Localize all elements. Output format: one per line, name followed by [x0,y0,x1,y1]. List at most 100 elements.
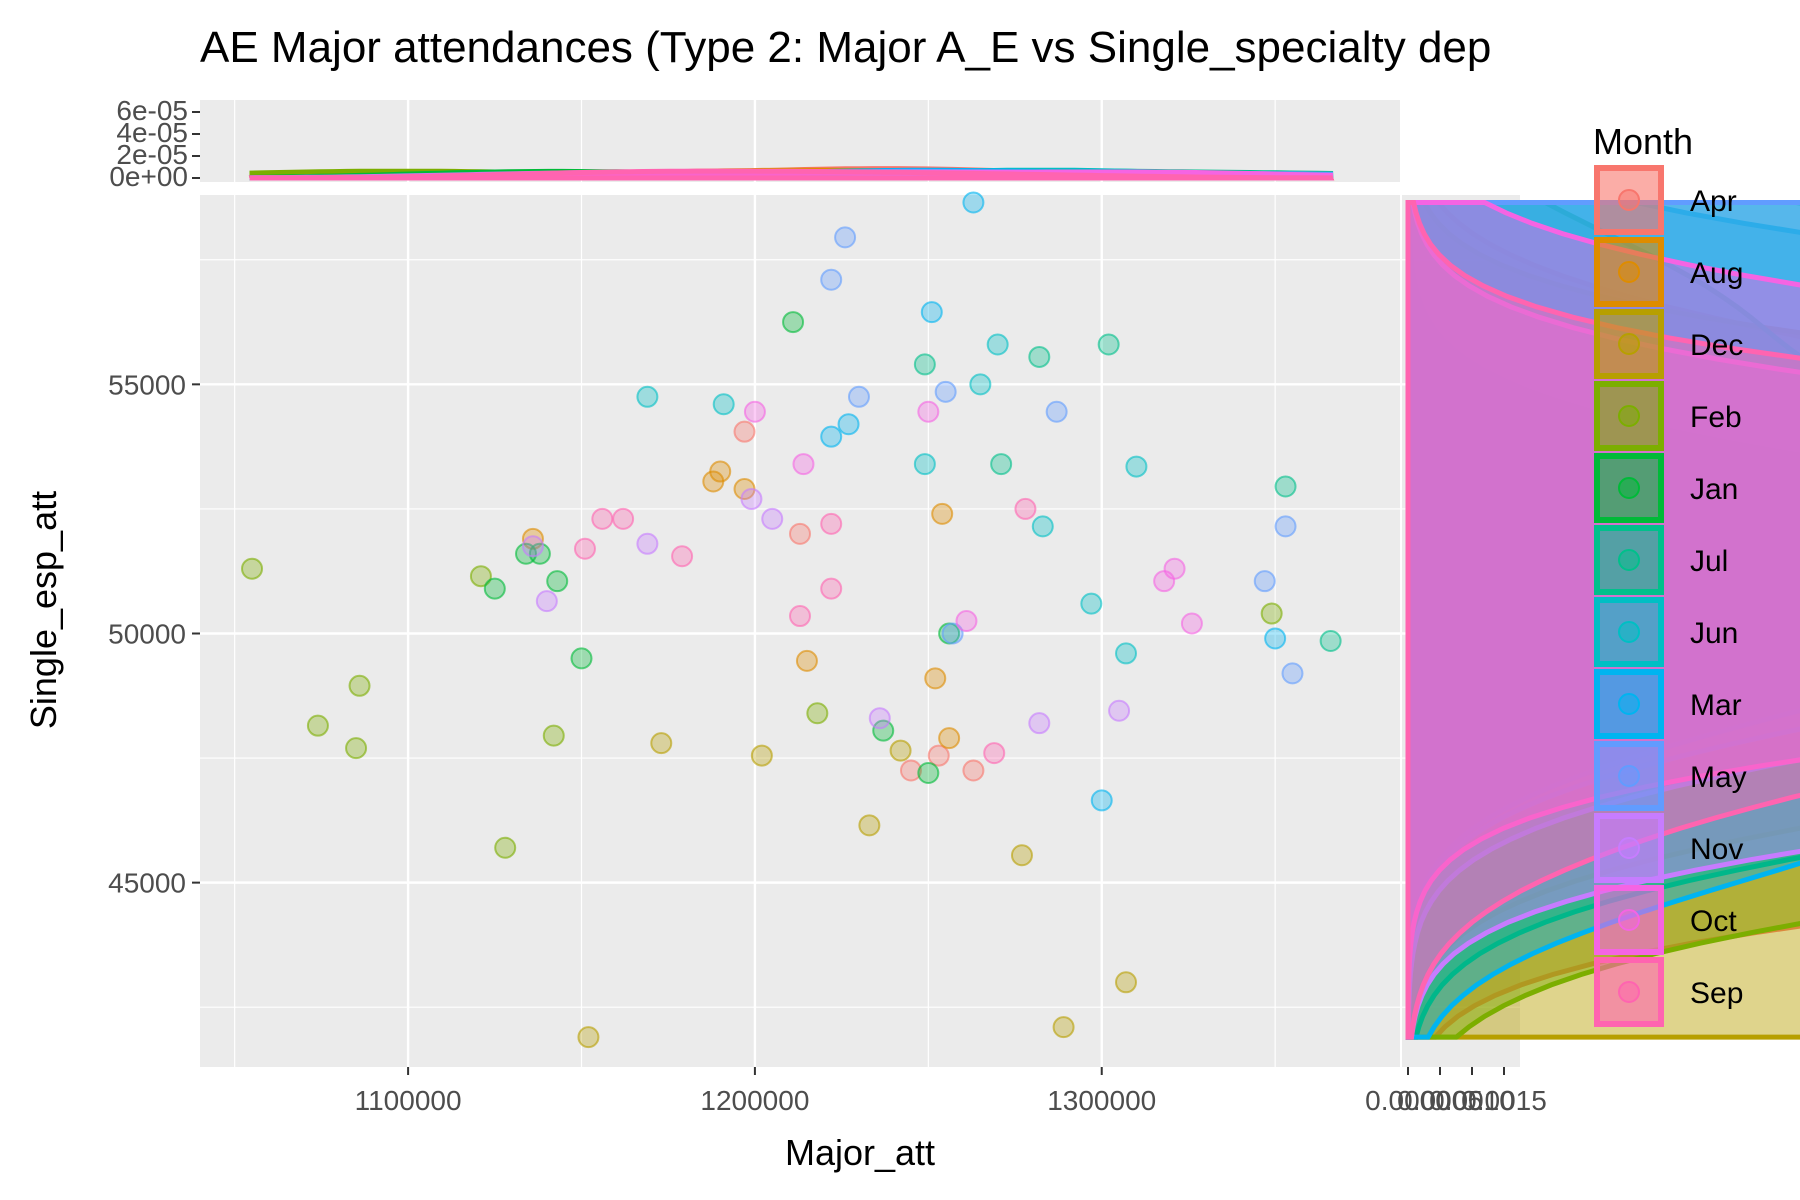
data-point-nov [1108,699,1131,722]
data-point-may [934,380,957,403]
data-point-apr [733,420,756,443]
legend-key-jul [1594,525,1664,595]
x-tick-label: 1100000 [355,1085,462,1116]
data-point-aug [709,460,732,483]
data-point-jan [483,577,506,600]
data-point-jun [1031,515,1054,538]
data-point-jul [1028,345,1051,368]
data-point-mar [962,191,985,214]
data-point-may [941,622,964,645]
data-point-jan [872,719,895,742]
legend-key-point [1618,693,1640,715]
data-point-jul [913,353,936,376]
legend-key-point [1618,261,1640,283]
data-point-may [820,268,843,291]
data-point-dec [750,744,773,767]
data-point-feb [469,565,492,588]
data-point-nov [761,507,784,530]
data-point-dec [889,739,912,762]
right-density-tick-label: 0.0000 [1365,1085,1451,1116]
data-point-jul [1097,333,1120,356]
legend: Apr Aug Dec Feb Jan Jul Jun Mar May Nov Oct Sep [1594,165,1747,1027]
data-point-apr [927,744,950,767]
data-point-nov [636,532,659,555]
legend-key-point [1618,909,1640,931]
data-point-oct [1163,557,1186,580]
data-point-may [847,385,870,408]
legend-label-sep: Sep [1690,977,1743,1010]
data-point-oct [955,610,978,633]
x-tick-label: 1300000 [1047,1085,1156,1116]
data-point-aug [938,727,961,750]
data-point-may [834,226,857,249]
data-point-sep [1014,497,1037,520]
data-point-apr [962,759,985,782]
data-point-oct [792,453,815,476]
y-axis-title: Single_esp_att [23,491,64,729]
data-point-may [1274,515,1297,538]
data-point-mar [1264,627,1287,650]
data-point-apr [789,522,811,545]
data-point-jun [712,393,735,416]
top-density-tick-label: 6e-05 [116,95,188,126]
legend-label-oct: Oct [1690,905,1737,938]
top-density-tick-label: 2e-05 [116,139,188,170]
main-plot-panel [200,195,1400,1067]
y-tick-label: 45000 [108,868,186,899]
data-point-sep [612,507,635,530]
data-point-dec [1115,971,1138,994]
data-point-jun [913,453,936,476]
data-point-jun [1115,642,1138,665]
data-point-aug [924,667,947,690]
x-axis-ticks: 1100000 1200000 1300000 [355,1067,1156,1116]
legend-key-dec [1594,309,1664,379]
data-point-feb [306,714,329,737]
data-point-jun [636,385,659,408]
legend-title: Month [1593,121,1693,162]
data-point-nov [521,535,544,558]
main-grid [200,195,1400,1067]
data-point-feb [494,836,517,859]
data-point-jun [986,333,1009,356]
right-density-tick-label: 0.0010 [1429,1085,1515,1116]
data-point-dec [1010,844,1033,867]
data-point-sep [820,512,843,535]
data-point-jan [546,570,569,593]
data-point-dec [650,732,673,755]
y-tick-label: 55000 [108,369,186,400]
top-density-tick-label: 0e+00 [109,161,188,192]
legend-label-aug: Aug [1690,257,1743,290]
data-point-jun [1125,455,1148,478]
data-point-may [1045,400,1068,423]
data-point-jul [1274,475,1297,498]
data-point-feb [348,674,371,697]
data-point-sep [983,742,1006,765]
legend-label-nov: Nov [1690,833,1743,866]
data-point-jul [1319,629,1342,652]
data-point-nov [740,487,763,510]
legend-key-point [1618,837,1640,859]
legend-label-jul: Jul [1690,545,1728,578]
data-point-mar [920,301,943,324]
data-point-may [1281,662,1304,685]
legend-label-jun: Jun [1690,617,1738,650]
legend-key-point [1618,981,1640,1003]
data-point-aug [931,502,954,525]
data-point-dec [577,1026,600,1049]
right-density-tick-label: 0.0015 [1461,1085,1547,1116]
data-point-may [1253,570,1276,593]
data-point-feb [806,702,829,725]
data-point-jan [917,762,940,785]
x-tick-label: 1200000 [700,1085,809,1116]
legend-key-point [1618,333,1640,355]
legend-label-jan: Jan [1690,473,1738,506]
data-point-oct [917,400,940,423]
data-point-sep [591,507,614,530]
y-axis-ticks: 45000 50000 55000 [108,369,200,899]
legend-label-apr: Apr [1690,185,1737,218]
legend-label-feb: Feb [1690,401,1742,434]
legend-key-point [1618,549,1640,571]
